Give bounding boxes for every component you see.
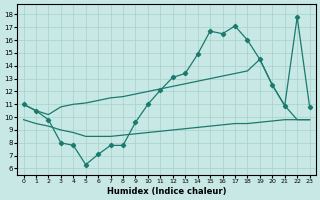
- X-axis label: Humidex (Indice chaleur): Humidex (Indice chaleur): [107, 187, 226, 196]
